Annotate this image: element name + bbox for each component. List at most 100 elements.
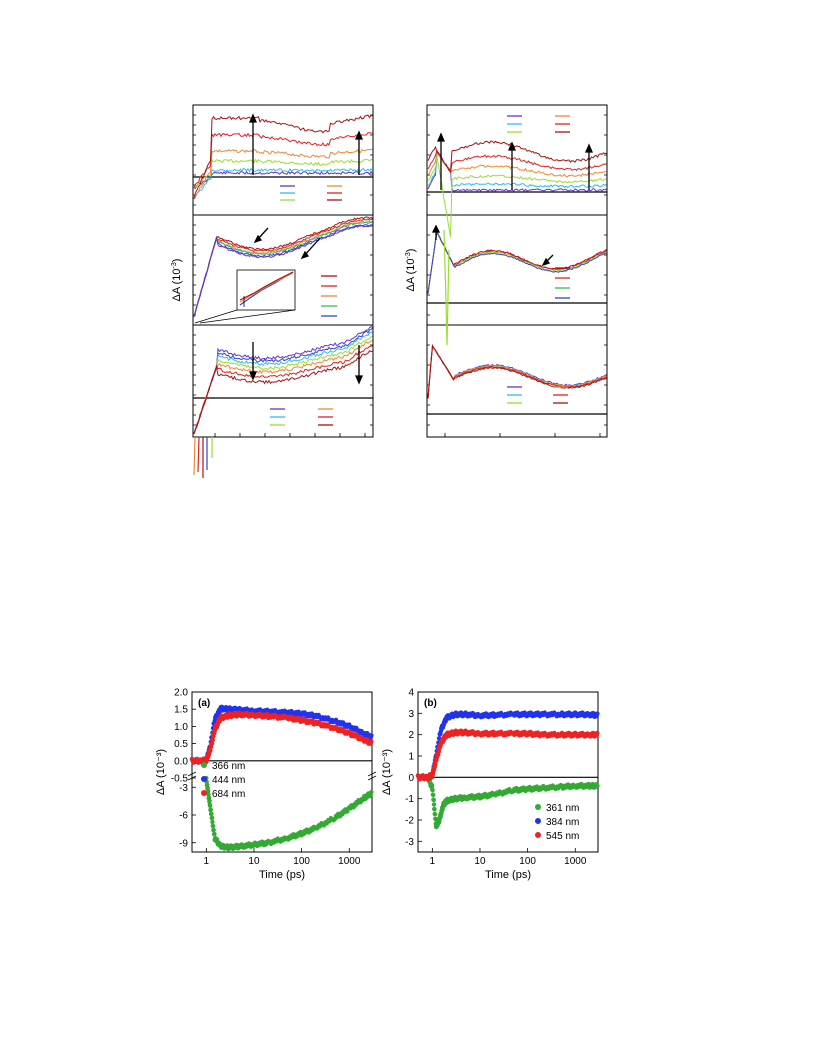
y-tick-label: -0.5 — [171, 774, 189, 785]
arrow-down-2-head — [355, 375, 363, 385]
legend-marker — [535, 818, 541, 824]
y-tick-label: 3 — [408, 709, 414, 720]
tl-p3-curve — [193, 345, 373, 434]
arrow-diag-2-head — [300, 250, 310, 260]
data-point — [595, 711, 600, 716]
top-right-arrows — [431, 132, 593, 267]
y-tick-label: 1.5 — [174, 705, 188, 716]
data-point — [209, 741, 215, 746]
tl-p1-curve — [193, 148, 373, 200]
x-tick-label: 1 — [204, 856, 210, 867]
tr-p1-curve — [427, 157, 607, 237]
top-left-ticks — [193, 114, 373, 437]
data-point — [210, 819, 215, 825]
y-tick-label: -2 — [405, 816, 414, 827]
tr-p2-spike — [443, 229, 450, 346]
data-point — [207, 798, 212, 803]
data-point — [369, 789, 374, 795]
arrow-diag-2 — [303, 237, 321, 257]
y-tick-label: -6 — [179, 811, 188, 822]
y-tick-label: 2.0 — [174, 688, 188, 699]
y-tick-label: -9 — [179, 838, 188, 849]
tl-p2-curve — [193, 216, 373, 317]
data-point — [595, 730, 600, 736]
data-point — [208, 744, 214, 749]
tr-p1-curve — [427, 152, 607, 193]
data-point — [212, 831, 217, 837]
top-right-frames — [426, 104, 608, 438]
tl-p3-curve — [193, 325, 373, 434]
y-tick-label: -1 — [405, 794, 414, 805]
overflow-trace-red — [197, 436, 200, 473]
top-right-baselines — [427, 191, 607, 415]
top-left-spectra-figure: ΔA (10-3) — [171, 104, 374, 478]
data-point — [207, 803, 213, 808]
data-point — [429, 783, 435, 788]
top-left-arrows — [249, 113, 363, 385]
y-tick-label: 1 — [408, 752, 414, 763]
series-384-nm — [415, 710, 600, 782]
tl-p1-curve — [193, 114, 373, 199]
top-right-panel-3-frame — [426, 324, 608, 438]
data-point — [595, 783, 600, 789]
tr-p1-curve — [427, 150, 607, 178]
overflow-trace-orange — [193, 436, 196, 476]
legend-label: 361 nm — [546, 803, 579, 814]
data-point — [211, 827, 216, 833]
data-point — [208, 807, 213, 812]
legend-marker — [535, 804, 541, 810]
y-tick-label: 4 — [408, 688, 414, 699]
top-left-overflow-traces — [193, 436, 213, 478]
r-arrow-diag-head — [541, 257, 551, 267]
data-point — [209, 811, 214, 816]
x-axis-label: Time (ps) — [259, 869, 305, 881]
y-tick-label: 0 — [408, 773, 414, 784]
top-left-ylabel: ΔA (10-3) — [171, 259, 183, 302]
series-684-nm — [189, 710, 374, 765]
top-left-spectra-curves — [193, 114, 373, 435]
arrow-diag-1-head — [253, 234, 263, 244]
y-tick-label: -3 — [179, 783, 188, 794]
data-point — [432, 812, 438, 817]
data-point — [431, 802, 437, 807]
top-left-baselines — [193, 176, 373, 399]
legend-marker — [535, 832, 541, 838]
y-axis-label: ΔA (10⁻³) — [155, 749, 167, 795]
chart-frame — [417, 691, 599, 853]
tl-p3-curve — [193, 331, 373, 434]
data-point — [430, 787, 435, 793]
x-axis-label: Time (ps) — [485, 869, 531, 881]
data-point — [210, 737, 215, 743]
legend-label: 545 nm — [546, 831, 579, 842]
tl-p3-curve — [193, 327, 373, 434]
arrow-up-2-head — [355, 130, 363, 140]
y-tick-label: 1.0 — [174, 722, 188, 733]
tl-p1-curve — [193, 158, 373, 189]
legend-marker — [201, 776, 207, 782]
tl-p3-curve — [193, 335, 373, 434]
panel-letter: (a) — [198, 698, 210, 709]
data-point — [432, 807, 437, 812]
chart-a: 1 10 100 1000 Time (ps) ΔA (10⁻³) 2.0 1.5 1.0 0.5… — [155, 688, 377, 881]
y-tick-label: 2 — [408, 730, 414, 741]
data-point — [208, 748, 213, 753]
top-right-spectra-curves — [427, 140, 607, 399]
top-right-panel-2-frame — [426, 214, 608, 326]
top-right-ylabel: ΔA (10-3) — [405, 249, 417, 292]
data-point — [209, 815, 215, 820]
tr-p2-curve — [427, 229, 607, 294]
top-left-panel-1-frame — [192, 104, 374, 216]
legend-label: 444 nm — [212, 775, 245, 786]
x-tick-label: 10 — [474, 856, 486, 867]
r-arrow-up-1-head — [437, 132, 445, 142]
legend-marker — [201, 790, 207, 796]
top-left-panel-3-frame — [192, 324, 374, 438]
inset-zoom-line-1 — [194, 309, 238, 324]
arrow-down-1-head — [249, 371, 257, 381]
tr-p3-curve — [427, 344, 607, 399]
legend-label: 384 nm — [546, 817, 579, 828]
x-tick-label: 100 — [519, 856, 536, 867]
data-point — [369, 739, 374, 744]
arrow-up-1-head — [249, 113, 257, 123]
